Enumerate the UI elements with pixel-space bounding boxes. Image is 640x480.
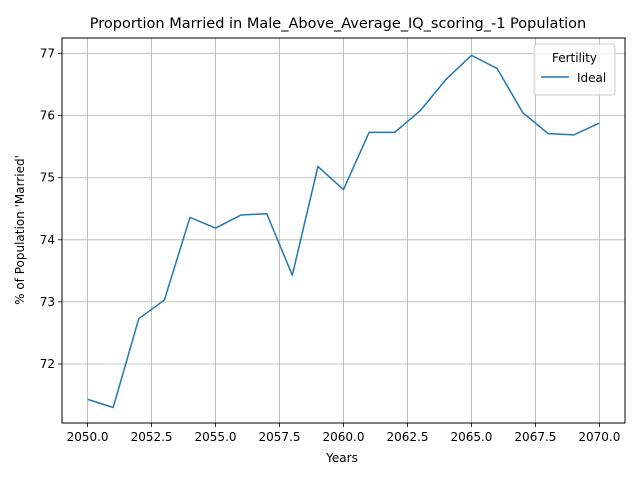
x-tick-label: 2062.5 [386,430,428,444]
grid [62,38,625,423]
y-tick-label: 77 [40,47,55,61]
y-tick-label: 76 [40,109,55,123]
y-tick-label: 74 [40,233,55,247]
x-tick-label: 2067.5 [514,430,556,444]
x-tick-label: 2057.5 [259,430,301,444]
chart-title: Proportion Married in Male_Above_Average… [90,16,586,32]
x-axis-label: Years [325,451,358,465]
x-axis: 2050.0 2052.5 2055.0 2057.5 2060.0 2062.5 2065… [67,423,620,444]
x-tick-label: 2055.0 [195,430,237,444]
legend: Fertility Ideal [533,43,616,96]
x-tick-label: 2060.0 [323,430,365,444]
x-tick-label: 2050.0 [67,430,109,444]
y-tick-label: 72 [40,357,55,371]
legend-title: Fertility [552,51,597,65]
y-axis-label: % of Population 'Married' [13,155,27,305]
series-line-ideal [87,54,600,409]
legend-box [533,43,616,96]
x-tick-label: 2070.0 [578,430,620,444]
x-tick-label: 2052.5 [131,430,173,444]
y-axis: 72 73 74 75 76 77 [40,47,62,371]
y-tick-label: 73 [40,295,55,309]
series-layer [87,54,600,409]
y-tick-label: 75 [40,171,55,185]
x-tick-label: 2065.0 [450,430,492,444]
legend-entry-ideal: Ideal [577,71,606,85]
